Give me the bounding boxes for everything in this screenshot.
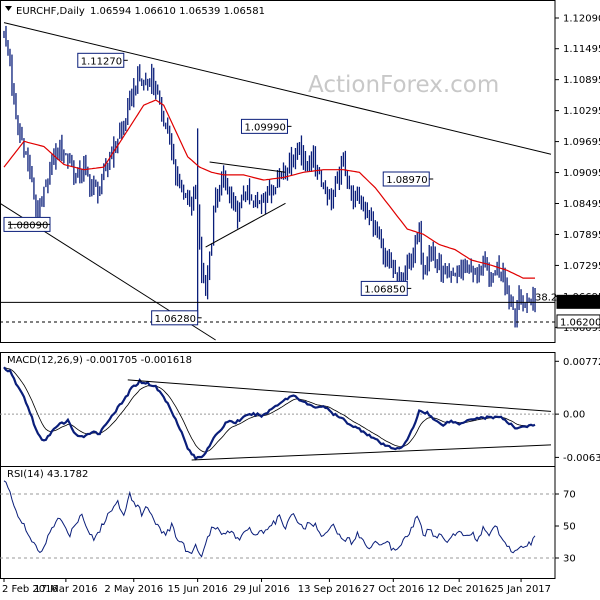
fib-level-label: 38.2 [535, 292, 557, 303]
price-y-tick-label: 1.08495 [563, 199, 600, 210]
price-y-tick-label: 1.12090 [563, 13, 600, 24]
macd-trendline [127, 379, 552, 412]
x-tick-label: 17 Mar 2016 [34, 584, 97, 595]
chart-header-symbol: EURCHF,Daily [16, 6, 85, 17]
macd-title: MACD(12,26,9) -0.001705 -0.001618 [7, 355, 192, 366]
macd-y-tick-label: 0.00 [563, 410, 585, 421]
price-annotation-box [240, 118, 288, 134]
x-tick-label: 29 Jul 2016 [233, 584, 290, 595]
x-tick-label: 15 Jun 2016 [168, 584, 228, 595]
x-tick-label: 27 Oct 2016 [362, 584, 424, 595]
moving-average-line [3, 99, 535, 279]
macd-y-tick-label: -0.006327 [563, 453, 600, 464]
x-tick-label: 25 Jan 2017 [491, 584, 551, 595]
price-y-tick-label: 1.10895 [563, 75, 600, 86]
price-panel-frame [0, 0, 556, 343]
price-trendline [3, 22, 552, 155]
price-hline-label: 1.06200 [560, 317, 600, 328]
rsi-y-tick-label: 50 [563, 522, 576, 533]
macd-y-tick-label: 0.007726 [563, 357, 600, 368]
price-annotation-label: 1.11270 [81, 56, 122, 67]
rsi-y-tick-label: 70 [563, 490, 576, 501]
rsi-panel-frame [0, 466, 556, 579]
macd-trendline [191, 444, 552, 461]
price-annotation-label: 1.06280 [155, 314, 196, 325]
rsi-title: RSI(14) 43.1782 [7, 469, 88, 480]
price-annotation-label: 1.08970 [386, 175, 427, 186]
price-annotation-label: 1.08090 [7, 220, 48, 231]
macd-panel: 0.007726 0.00 -0.006327 [0, 352, 600, 467]
x-tick-label: 12 Dec 2016 [427, 584, 491, 595]
price-trendline [205, 202, 286, 248]
price-annotation-label: 1.06850 [364, 284, 405, 295]
chevron-down-icon[interactable] [5, 6, 12, 11]
price-y-tick-label: 1.10295 [563, 106, 600, 117]
rsi-panel: 70 50 30 [0, 466, 576, 579]
price-y-tick-label: 1.09695 [563, 137, 600, 148]
price-y-tick-label: 1.11495 [563, 44, 600, 55]
x-tick-label: 2 May 2016 [104, 584, 163, 595]
watermark: ActionForex.com [308, 72, 499, 98]
macd-line [3, 366, 536, 461]
price-annotation-label: 1.09990 [244, 122, 285, 133]
chart-header-ohlc: 1.06594 1.06610 1.06539 1.06581 [90, 6, 265, 17]
rsi-line [3, 480, 536, 558]
price-trendline [209, 161, 286, 173]
price-hline-label: 1.06581 [560, 298, 600, 309]
price-y-tick-label: 1.07295 [563, 261, 600, 272]
rsi-y-tick-label: 30 [563, 554, 576, 565]
x-tick-label: 13 Sep 2016 [298, 584, 361, 595]
x-tick-label: 2 Feb 2016 [2, 584, 58, 595]
price-y-tick-label: 1.07895 [563, 230, 600, 241]
price-hline-box [556, 294, 600, 309]
price-y-tick-label: 1.09095 [563, 168, 600, 179]
price-hline-box [556, 314, 600, 329]
price-panel: 1.12090 1.11495 1.10895 1.10295 1.09695 1.090… [0, 0, 600, 343]
